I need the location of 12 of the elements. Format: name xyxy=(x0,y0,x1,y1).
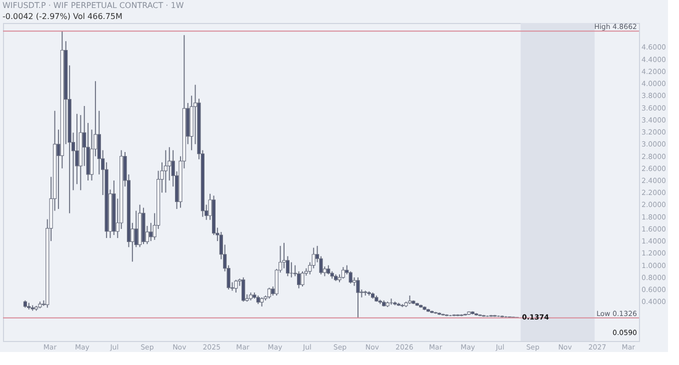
candlestick xyxy=(164,150,168,194)
candlestick xyxy=(260,296,264,307)
chart-subtitle: -0.0042 (-2.97%) Vol 466.75M xyxy=(2,12,123,21)
candlestick xyxy=(234,279,238,294)
candlestick xyxy=(149,222,153,242)
candlestick xyxy=(341,266,345,280)
candlestick xyxy=(300,270,304,287)
chart-title: WIFUSDT.P · WIF PERPETUAL CONTRACT · 1W xyxy=(2,1,184,10)
candlestick xyxy=(326,264,330,275)
candlestick xyxy=(242,276,246,302)
candlestick xyxy=(267,287,272,300)
candlestick xyxy=(356,276,360,318)
